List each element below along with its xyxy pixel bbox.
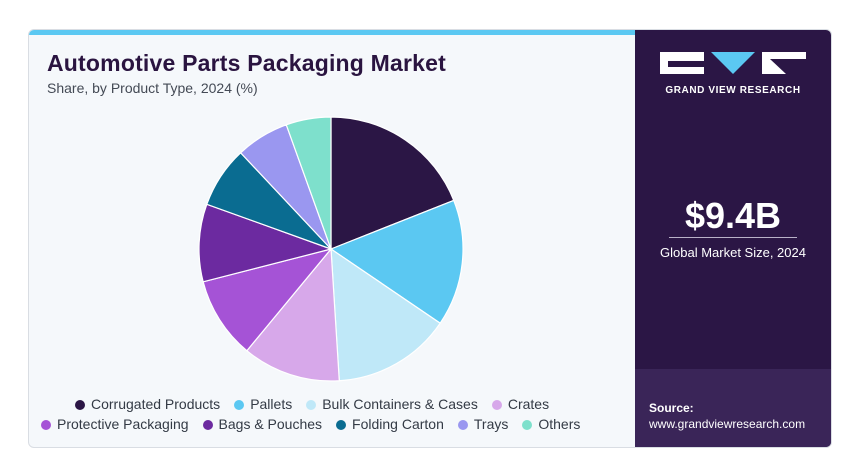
legend-label: Crates (507, 396, 550, 412)
pie-slice-protective-packaging[interactable] (202, 247, 333, 352)
pie-slice-others[interactable] (285, 116, 332, 250)
legend-item: Crates (491, 396, 550, 412)
legend-row: Protective Packaging Bags & Pouches Foldin… (41, 416, 594, 432)
legend-swatch (306, 400, 317, 410)
pie-slice-crates[interactable] (246, 247, 340, 382)
legend-item: Bags & Pouches (202, 416, 323, 432)
legend-item: Trays (457, 416, 509, 432)
legend-label: Trays (473, 416, 509, 432)
legend-row: Corrugated Products Pallets Bulk Container… (75, 396, 563, 412)
market-size-label: Global Market Size, 2024 (660, 245, 806, 260)
brand-name: GRAND VIEW RESEARCH (665, 85, 801, 96)
market-size-value: $9.4B (684, 195, 782, 236)
pie-slice-corrugated-products[interactable] (330, 116, 455, 250)
divider (669, 237, 797, 238)
legend-label: Folding Carton (352, 416, 444, 432)
legend-swatch (522, 420, 533, 430)
grand-view-research-logo (660, 52, 806, 74)
legend-swatch (41, 420, 51, 430)
source-box: Source: www.grandviewresearch.com (635, 369, 831, 447)
legend-item: Protective Packaging (41, 416, 189, 432)
chart-subtitle: Share, by Product Type, 2024 (%) (47, 80, 258, 96)
legend-label: Bags & Pouches (218, 416, 323, 432)
pie-slice-bulk-containers-cases[interactable] (330, 247, 442, 382)
source-label: Source: (649, 401, 694, 415)
pie-chart (198, 116, 464, 382)
legend-label: Corrugated Products (91, 396, 221, 412)
legend-item: Pallets (234, 396, 292, 412)
legend-item: Bulk Containers & Cases (306, 396, 478, 412)
accent-bar (29, 30, 635, 35)
legend-item: Others (522, 416, 580, 432)
legend-swatch (457, 420, 468, 430)
source-url[interactable]: www.grandviewresearch.com (649, 417, 806, 431)
pie-slice-pallets[interactable] (329, 199, 464, 325)
pie-slice-bags-pouches[interactable] (198, 203, 334, 283)
legend-item: Corrugated Products (75, 396, 220, 412)
legend-item: Folding Carton (336, 416, 444, 432)
legend-label: Bulk Containers & Cases (322, 396, 478, 412)
chart-card: Automotive Parts Packaging Market Share,… (28, 29, 832, 448)
legend-swatch (75, 400, 85, 410)
legend-label: Others (538, 416, 581, 432)
info-panel: GRAND VIEW RESEARCH $9.4B Global Market … (635, 30, 831, 447)
legend-label: Protective Packaging (57, 416, 189, 432)
legend-swatch (491, 400, 502, 410)
legend-swatch (202, 420, 213, 430)
legend-swatch (336, 420, 347, 430)
legend-label: Pallets (250, 396, 293, 412)
legend-swatch (234, 400, 245, 410)
chart-title: Automotive Parts Packaging Market (47, 50, 446, 76)
